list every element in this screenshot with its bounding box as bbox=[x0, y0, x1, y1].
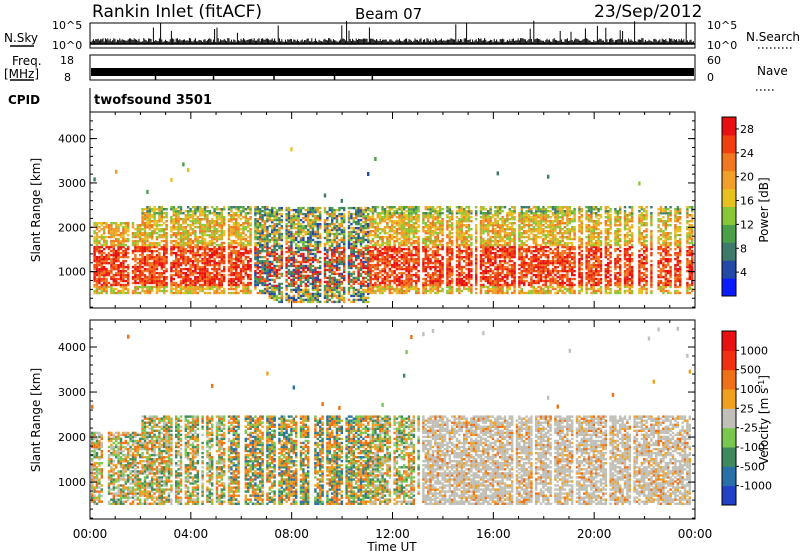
velocity-ylabel: Slant Range [km] bbox=[29, 368, 43, 472]
nave-tick-top: 60 bbox=[707, 54, 721, 67]
power-colorbar-tick-5: 24 bbox=[740, 147, 754, 160]
nave-label: Nave bbox=[757, 64, 788, 78]
velocity-y-tick-0: 1000 bbox=[58, 476, 86, 489]
cpid-label: CPID bbox=[8, 93, 40, 107]
freq-panel: Freq. [MHz] 18 8 60 0 Nave bbox=[4, 54, 788, 90]
x-tick-5: 20:00 bbox=[577, 527, 612, 541]
velocity-colorbar-tick-7: -1000 bbox=[740, 480, 772, 493]
power-colorbar-segment bbox=[722, 207, 736, 225]
freq-tick-bottom: 8 bbox=[64, 71, 71, 84]
x-tick-6: 00:00 bbox=[678, 527, 713, 541]
x-axis-label: Time UT bbox=[366, 540, 417, 554]
x-tick-2: 08:00 bbox=[274, 527, 309, 541]
power-y-tick-3: 4000 bbox=[58, 133, 86, 146]
date-label: 23/Sep/2012 bbox=[594, 2, 702, 22]
nsky-trace bbox=[91, 21, 693, 44]
velocity-colorbar-tick-0: 1000 bbox=[740, 344, 768, 357]
nsearch-tick-top: 10^5 bbox=[707, 19, 737, 32]
velocity-colorbar-segment bbox=[722, 428, 736, 448]
power-panel: 1000 2000 3000 4000 Slant Range [km] 4 8 12 16… bbox=[29, 112, 771, 308]
power-colorbar-segment bbox=[722, 224, 736, 242]
velocity-colorbar-tick-1: 500 bbox=[740, 364, 761, 377]
velocity-colorbar-segment bbox=[722, 408, 736, 428]
power-colorbar-tick-1: 8 bbox=[740, 242, 747, 255]
power-colorbar-tick-3: 16 bbox=[740, 195, 754, 208]
power-colorbar-tick-2: 12 bbox=[740, 218, 754, 231]
power-colorbar-segment bbox=[722, 135, 736, 153]
power-colorbar-segment bbox=[722, 278, 736, 296]
power-colorbar-segment bbox=[722, 189, 736, 207]
nave-tick-bottom: 0 bbox=[707, 71, 714, 84]
nsky-label: N.Sky bbox=[4, 31, 38, 45]
nsearch-label: N.Search bbox=[746, 30, 800, 44]
velocity-colorbar-segment bbox=[722, 370, 736, 390]
velocity-colorbar-segment bbox=[722, 466, 736, 486]
power-ylabel: Slant Range [km] bbox=[29, 158, 43, 262]
power-y-tick-1: 2000 bbox=[58, 221, 86, 234]
velocity-y-tick-2: 3000 bbox=[58, 386, 86, 399]
velocity-y-tick-3: 4000 bbox=[58, 341, 86, 354]
velocity-panel: 1000 2000 3000 4000 Slant Range [km] 1000 50… bbox=[29, 320, 772, 519]
velocity-colorbar-tick-4: -25 bbox=[740, 422, 758, 435]
freq-unit-label: [MHz] bbox=[4, 67, 39, 81]
radar-summary-plot: Rankin Inlet (fitACF) Beam 07 23/Sep/201… bbox=[0, 0, 800, 554]
power-colorbar-segment bbox=[722, 171, 736, 189]
velocity-colorbar-tick-3: 25 bbox=[740, 402, 754, 415]
power-colorbar-segment bbox=[722, 117, 736, 135]
nsearch-tick-bottom: 10^0 bbox=[707, 39, 737, 52]
beam-label: Beam 07 bbox=[355, 5, 422, 23]
velocity-y-tick-1: 2000 bbox=[58, 431, 86, 444]
freq-tick-top: 18 bbox=[60, 54, 74, 67]
power-y-tick-2: 3000 bbox=[58, 177, 86, 190]
power-colorbar-tick-6: 28 bbox=[740, 123, 754, 136]
power-colorbar-segment bbox=[722, 242, 736, 260]
x-tick-1: 04:00 bbox=[174, 527, 209, 541]
power-y-tick-0: 1000 bbox=[58, 266, 86, 279]
x-tick-0: 00:00 bbox=[73, 527, 108, 541]
x-axis-tick-labels: 00:00 04:00 08:00 12:00 16:00 20:00 00:00 bbox=[73, 527, 713, 541]
velocity-colorbar-segment bbox=[722, 486, 736, 506]
power-colorbar-segment bbox=[722, 153, 736, 171]
station-title: Rankin Inlet (fitACF) bbox=[92, 2, 262, 22]
x-tick-4: 16:00 bbox=[476, 527, 511, 541]
velocity-colorbar-segment bbox=[722, 447, 736, 467]
power-colorbar-label: Power [dB] bbox=[757, 177, 771, 242]
nsky-tick-top: 10^5 bbox=[52, 19, 82, 32]
cpid-program: twofsound 3501 bbox=[94, 93, 212, 108]
power-colorbar-segment bbox=[722, 260, 736, 278]
nsky-tick-bottom: 10^0 bbox=[52, 39, 82, 52]
x-tick-3: 12:00 bbox=[375, 527, 410, 541]
power-colorbar-tick-0: 4 bbox=[740, 266, 747, 279]
velocity-colorbar-segment bbox=[722, 389, 736, 409]
power-colorbar-tick-4: 20 bbox=[740, 171, 754, 184]
velocity-colorbar-segment bbox=[722, 331, 736, 351]
velocity-colorbar-label: Velocity [m s-1] bbox=[757, 375, 772, 465]
velocity-colorbar-segment bbox=[722, 350, 736, 370]
nsky-panel: N.Sky 10^5 10^0 10^5 10^0 N.Search bbox=[4, 19, 800, 52]
freq-label: Freq. bbox=[12, 54, 42, 68]
